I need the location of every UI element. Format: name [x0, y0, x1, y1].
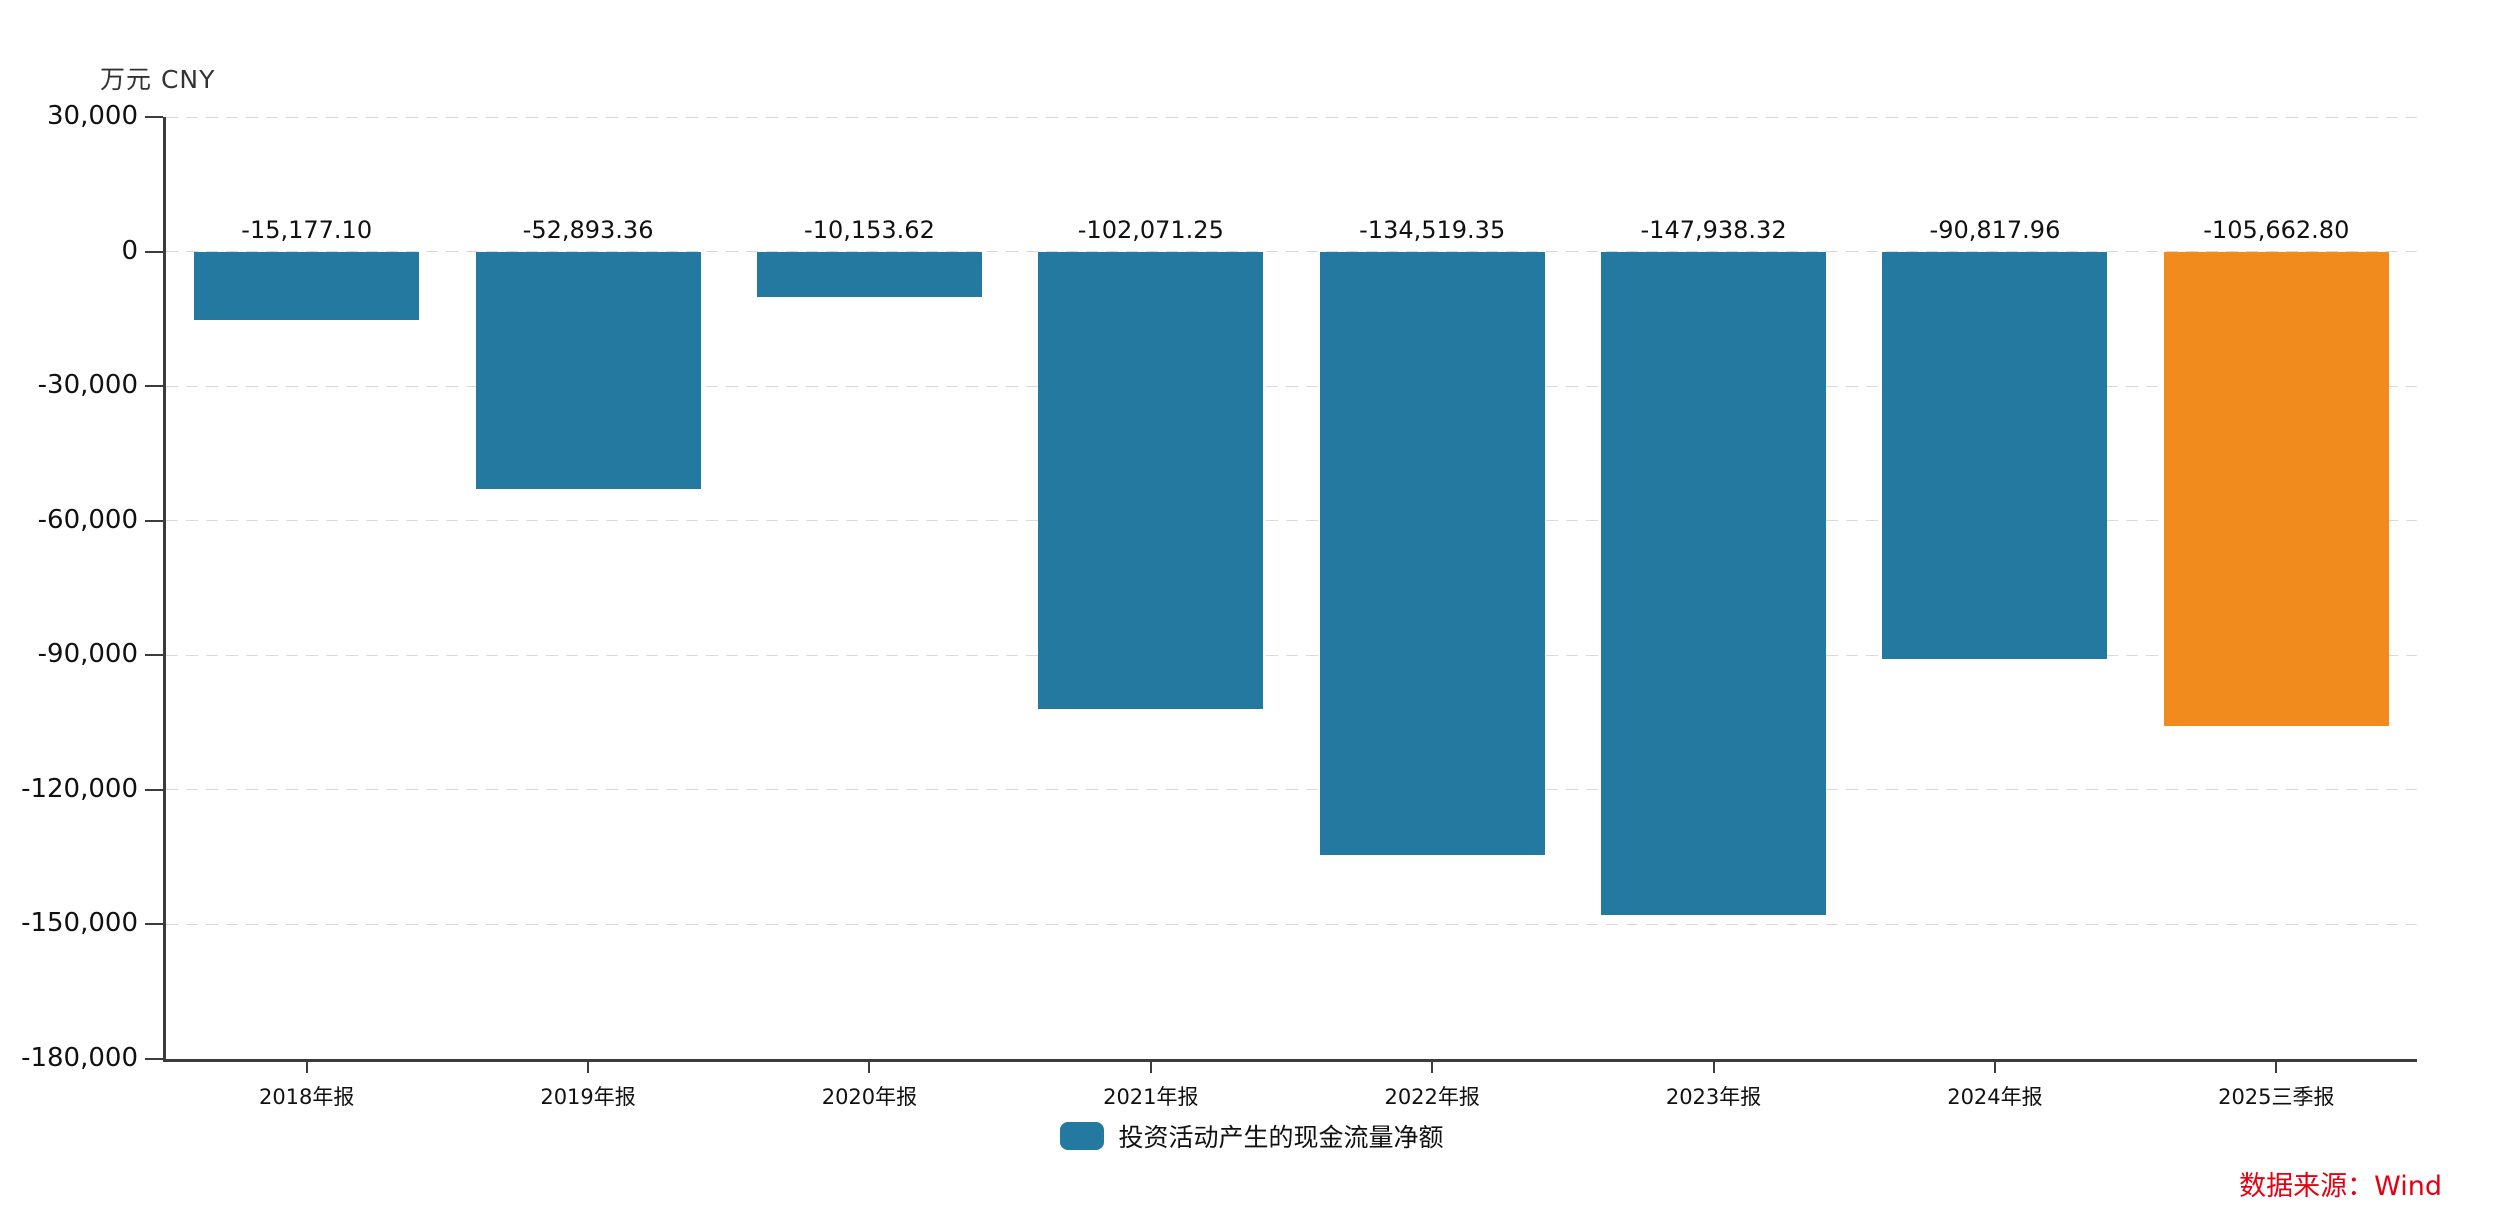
legend-swatch-icon [1060, 1122, 1105, 1150]
bar-2025三季报[interactable] [2163, 251, 2389, 726]
y-axis-label: -180,000 [21, 1043, 138, 1073]
y-axis-tick [145, 519, 163, 522]
y-axis-label: 0 [121, 235, 138, 266]
bar-2019年报[interactable] [475, 251, 701, 489]
bar-2020年报[interactable] [756, 251, 982, 298]
y-axis-tick [145, 1058, 163, 1060]
gridline [166, 251, 2417, 253]
x-axis-tick [1712, 1059, 1715, 1073]
x-axis-tick [1993, 1059, 1996, 1073]
x-axis-line [163, 1059, 2417, 1062]
legend[interactable]: 投资活动产生的现金流量净额 [0, 1114, 2504, 1158]
y-axis-tick [145, 385, 163, 388]
y-axis-line [163, 117, 166, 1059]
x-axis-label-2022年报: 2022年报 [1384, 1085, 1480, 1109]
bar-value-label: -90,817.96 [1929, 215, 2061, 244]
y-axis-label: -120,000 [21, 773, 138, 804]
bar-value-label: -147,938.32 [1640, 215, 1787, 244]
gridline [166, 520, 2417, 522]
y-axis-tick [145, 250, 163, 253]
x-axis-tick [868, 1059, 871, 1073]
x-axis-label-2025三季报: 2025三季报 [2218, 1085, 2335, 1109]
bar-value-label: -134,519.35 [1359, 215, 1506, 244]
x-axis-tick [305, 1059, 308, 1073]
bar-2018年报[interactable] [194, 251, 420, 320]
x-axis-label-2023年报: 2023年报 [1665, 1085, 1762, 1109]
x-axis-label-2020年报: 2020年报 [821, 1085, 918, 1109]
gridline [166, 654, 2417, 656]
y-axis-unit-label: 万元 CNY [100, 65, 216, 94]
y-axis-label: -90,000 [37, 639, 138, 670]
gridline [166, 116, 2417, 118]
x-axis-label-2018年报: 2018年报 [258, 1085, 355, 1109]
x-axis-tick [2275, 1059, 2278, 1073]
data-source-label: 数据来源：Wind [2239, 1171, 2442, 1202]
bar-2021年报[interactable] [1038, 251, 1264, 710]
y-axis-label: 30,000 [47, 101, 138, 131]
y-axis-label: -60,000 [37, 504, 138, 535]
y-axis-tick [145, 923, 163, 926]
legend-label: 投资活动产生的现金流量净额 [1118, 1123, 1444, 1152]
y-axis-label: -150,000 [21, 908, 138, 939]
y-axis-tick [145, 654, 163, 657]
y-axis-tick [145, 116, 163, 118]
bar-2023年报[interactable] [1601, 251, 1827, 916]
bar-2024年报[interactable] [1882, 251, 2108, 659]
bar-value-label: -10,153.62 [804, 215, 935, 244]
gridline [166, 789, 2417, 791]
plot-area: 30,000 0 -30,000 -60,000 -90,000 -120,000 -150… [21, 101, 2417, 1109]
x-axis-label-2021年报: 2021年报 [1103, 1085, 1199, 1109]
y-axis-label: -30,000 [37, 370, 138, 401]
x-axis-tick [1149, 1059, 1152, 1073]
x-axis-tick [1431, 1059, 1434, 1073]
x-axis-label-2019年报: 2019年报 [540, 1085, 636, 1109]
bar-value-label: -105,662.80 [2203, 215, 2350, 244]
bar-value-label: -15,177.10 [241, 215, 373, 244]
x-axis-tick [587, 1059, 590, 1073]
bar-2022年报[interactable] [1319, 251, 1545, 855]
gridline [166, 923, 2417, 925]
x-axis-label-2024年报: 2024年报 [1947, 1085, 2043, 1109]
bar-value-label: -52,893.36 [522, 215, 654, 244]
y-axis-tick [145, 788, 163, 791]
gridline [166, 385, 2417, 387]
bar-value-label: -102,071.25 [1077, 215, 1224, 244]
